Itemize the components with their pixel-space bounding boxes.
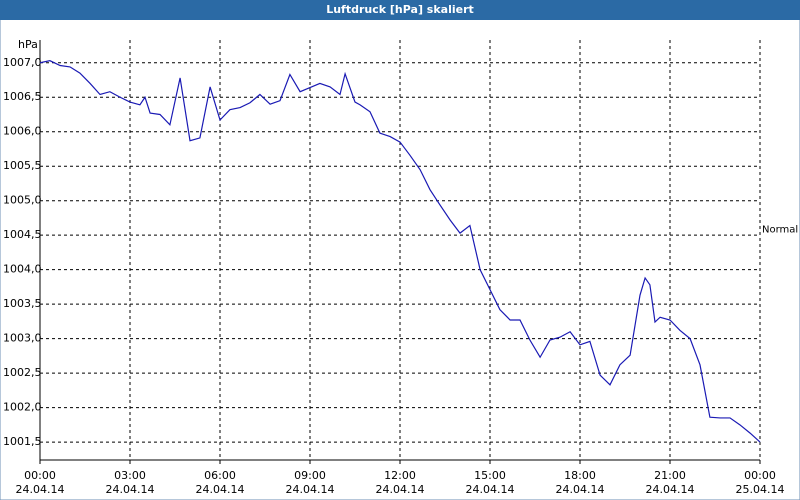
- y-tick-label: 1004,5: [3, 228, 42, 241]
- annotation: Normal: [762, 225, 798, 236]
- x-tick-label: 15:00: [474, 469, 506, 482]
- x-tick-date: 24.04.14: [556, 483, 605, 496]
- x-tick-label: 12:00: [384, 469, 416, 482]
- y-unit: hPa: [18, 38, 38, 51]
- y-tick-label: 1001,5: [3, 435, 42, 448]
- y-tick-label: 1003,5: [3, 297, 42, 310]
- y-tick-label: 1006,5: [3, 90, 42, 103]
- x-tick-label: 06:00: [204, 469, 236, 482]
- x-tick-date: 24.04.14: [376, 483, 425, 496]
- title-bar: [0, 0, 800, 20]
- x-tick-date: 25.04.14: [736, 483, 785, 496]
- y-tick-label: 1006,0: [3, 125, 42, 138]
- chart-title: Luftdruck [hPa] skaliert: [326, 3, 474, 16]
- x-tick-label: 00:00: [744, 469, 776, 482]
- x-tick-date: 24.04.14: [196, 483, 245, 496]
- y-tick-label: 1002,5: [3, 366, 42, 379]
- x-tick-date: 24.04.14: [286, 483, 335, 496]
- x-tick-date: 24.04.14: [106, 483, 155, 496]
- y-tick-label: 1004,0: [3, 263, 42, 276]
- y-tick-label: 1003,0: [3, 332, 42, 345]
- x-tick-label: 18:00: [564, 469, 596, 482]
- y-tick-label: 1007,0: [3, 56, 42, 69]
- x-tick-date: 24.04.14: [646, 483, 695, 496]
- x-tick-label: 03:00: [114, 469, 146, 482]
- x-tick-label: 00:00: [24, 469, 56, 482]
- x-tick-label: 21:00: [654, 469, 686, 482]
- y-tick-label: 1002,0: [3, 401, 42, 414]
- line-series: [39, 60, 761, 443]
- y-tick-label: 1005,5: [3, 159, 42, 172]
- x-tick-date: 24.04.14: [16, 483, 65, 496]
- y-tick-label: 1005,0: [3, 194, 42, 207]
- x-tick-date: 24.04.14: [466, 483, 515, 496]
- x-tick-label: 09:00: [294, 469, 326, 482]
